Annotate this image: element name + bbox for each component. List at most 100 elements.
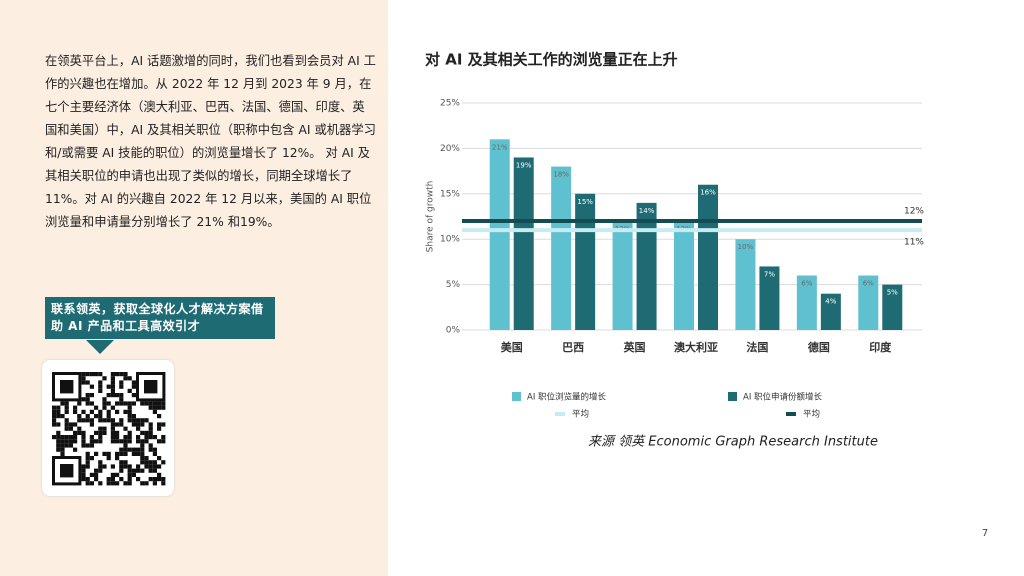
qr-module bbox=[56, 447, 61, 452]
value-label: 18% bbox=[553, 171, 569, 179]
qr-module bbox=[85, 460, 90, 465]
qr-module bbox=[94, 468, 99, 473]
qr-module bbox=[81, 443, 86, 448]
qr-module bbox=[89, 401, 94, 406]
x-tick-label: 澳大利亚 bbox=[674, 340, 718, 354]
qr-module bbox=[119, 418, 124, 423]
qr-module bbox=[110, 472, 115, 477]
legend-label: 平均 bbox=[803, 409, 820, 420]
qr-module bbox=[56, 414, 61, 419]
qr-module bbox=[56, 430, 61, 435]
qr-module bbox=[68, 439, 73, 444]
qr-module bbox=[64, 401, 69, 406]
qr-module bbox=[85, 464, 90, 469]
bar bbox=[820, 293, 841, 330]
qr-module bbox=[131, 418, 136, 423]
qr-module bbox=[123, 451, 128, 456]
qr-module bbox=[131, 380, 136, 385]
qr-module bbox=[115, 422, 120, 427]
qr-module bbox=[60, 401, 65, 406]
qr-module bbox=[127, 414, 132, 419]
qr-code-card[interactable] bbox=[42, 360, 174, 496]
qr-module bbox=[56, 422, 61, 427]
qr-module bbox=[64, 435, 69, 440]
value-label: 19% bbox=[516, 161, 532, 169]
qr-module bbox=[68, 435, 73, 440]
qr-finder bbox=[52, 456, 82, 486]
callout[interactable]: 联系领英，获取全球化人才解决方案借助 AI 产品和工具高效引才 bbox=[45, 297, 275, 339]
x-tick-label: 印度 bbox=[869, 340, 892, 354]
qr-module bbox=[98, 481, 103, 486]
qr-module bbox=[161, 460, 166, 465]
qr-module bbox=[161, 401, 166, 406]
qr-module bbox=[85, 372, 90, 377]
page-number: 7 bbox=[982, 528, 988, 539]
qr-module bbox=[140, 456, 145, 461]
qr-module bbox=[140, 430, 145, 435]
qr-module bbox=[115, 472, 120, 477]
qr-module bbox=[81, 430, 86, 435]
qr-module bbox=[119, 460, 124, 465]
qr-module bbox=[81, 380, 86, 385]
qr-module bbox=[102, 376, 107, 381]
qr-module bbox=[94, 414, 99, 419]
bar bbox=[612, 221, 633, 330]
qr-module bbox=[56, 435, 61, 440]
qr-module bbox=[60, 447, 65, 452]
qr-module bbox=[140, 422, 145, 427]
qr-module bbox=[64, 443, 69, 448]
qr-module bbox=[81, 464, 86, 469]
qr-module bbox=[115, 409, 120, 414]
qr-module bbox=[148, 422, 153, 427]
qr-module bbox=[136, 439, 141, 444]
qr-module bbox=[81, 477, 86, 482]
intro-paragraph: 在领英平台上，AI 话题激增的同时，我们也看到会员对 AI 工作的兴趣也在增加。… bbox=[45, 54, 376, 229]
qr-module bbox=[144, 464, 149, 469]
qr-module bbox=[127, 439, 132, 444]
qr-code bbox=[52, 372, 166, 486]
qr-module bbox=[127, 409, 132, 414]
qr-module bbox=[98, 430, 103, 435]
qr-module bbox=[157, 426, 162, 431]
qr-module bbox=[136, 435, 141, 440]
qr-module bbox=[52, 418, 57, 423]
qr-module bbox=[161, 405, 166, 410]
qr-module bbox=[98, 418, 103, 423]
qr-module bbox=[98, 372, 103, 377]
qr-module bbox=[140, 447, 145, 452]
qr-module bbox=[119, 447, 124, 452]
qr-module bbox=[98, 435, 103, 440]
callout-pointer bbox=[86, 340, 114, 354]
qr-module bbox=[102, 397, 107, 402]
qr-module bbox=[106, 409, 111, 414]
qr-module bbox=[157, 422, 162, 427]
qr-module bbox=[73, 439, 78, 444]
qr-module bbox=[148, 447, 153, 452]
qr-module bbox=[56, 405, 61, 410]
qr-module bbox=[73, 422, 78, 427]
qr-module bbox=[89, 443, 94, 448]
qr-module bbox=[106, 477, 111, 482]
qr-module bbox=[152, 464, 157, 469]
qr-module bbox=[115, 401, 120, 406]
qr-module bbox=[127, 388, 132, 393]
qr-module bbox=[157, 401, 162, 406]
qr-module bbox=[131, 401, 136, 406]
qr-module bbox=[119, 468, 124, 473]
qr-module bbox=[81, 376, 86, 381]
qr-module bbox=[106, 393, 111, 398]
qr-module bbox=[81, 435, 86, 440]
qr-module bbox=[106, 451, 111, 456]
qr-module bbox=[81, 418, 86, 423]
qr-module bbox=[60, 414, 65, 419]
qr-module bbox=[123, 409, 128, 414]
qr-module bbox=[68, 422, 73, 427]
qr-module bbox=[157, 439, 162, 444]
qr-module bbox=[152, 451, 157, 456]
qr-module bbox=[119, 384, 124, 389]
qr-module bbox=[106, 384, 111, 389]
qr-module bbox=[73, 435, 78, 440]
qr-module bbox=[123, 426, 128, 431]
value-label: 5% bbox=[887, 289, 898, 297]
left-panel: 在领英平台上，AI 话题激增的同时，我们也看到会员对 AI 工作的兴趣也在增加。… bbox=[0, 0, 388, 576]
